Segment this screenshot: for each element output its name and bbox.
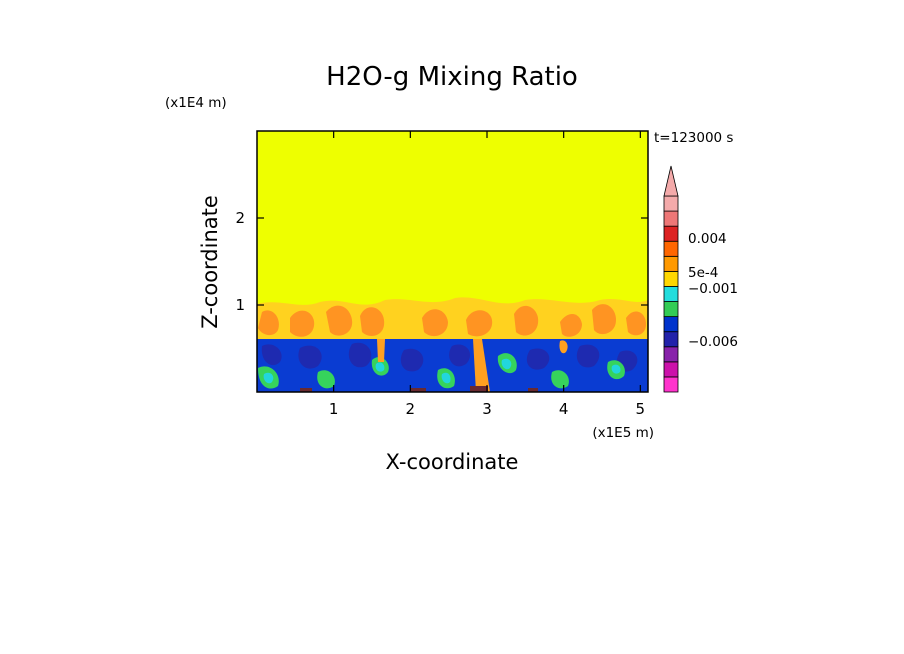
y-tick-label: 1 bbox=[235, 296, 245, 314]
chart-title: H2O-g Mixing Ratio bbox=[326, 62, 578, 92]
colorbar-swatch bbox=[663, 255, 679, 272]
colorbar-swatch bbox=[663, 240, 679, 257]
colorbar-swatch bbox=[663, 195, 679, 212]
colorbar-swatch bbox=[663, 331, 679, 348]
colorbar-swatch bbox=[663, 210, 679, 227]
colorbar-swatch bbox=[663, 225, 679, 242]
x-scale-label: (x1E5 m) bbox=[592, 425, 654, 441]
colorbar-swatch bbox=[663, 301, 679, 318]
x-tick-label: 3 bbox=[482, 400, 492, 418]
colorbar-swatch bbox=[663, 316, 679, 333]
colorbar-label: −0.006 bbox=[688, 334, 738, 350]
colorbar-swatch bbox=[663, 286, 679, 302]
x-tick-label: 4 bbox=[559, 400, 569, 418]
plot-frame bbox=[256, 130, 649, 393]
x-tick-label: 1 bbox=[329, 400, 339, 418]
y-axis: 12 bbox=[235, 209, 648, 314]
colorbar-swatch bbox=[663, 376, 679, 393]
transition-region bbox=[257, 297, 648, 341]
x-axis: 1 2 3 4 5 bbox=[329, 131, 645, 418]
lower-turbulence bbox=[258, 339, 638, 392]
x-tick-label: 5 bbox=[636, 400, 646, 418]
colorbar-label: 5e-4 bbox=[688, 265, 718, 281]
colorbar-label: −0.001 bbox=[688, 281, 738, 297]
transition-plumes bbox=[258, 304, 646, 337]
y-tick-label: 2 bbox=[235, 209, 245, 227]
x-axis-label: X-coordinate bbox=[386, 450, 519, 474]
y-scale-label: (x1E4 m) bbox=[165, 95, 227, 111]
time-label: t=123000 s bbox=[654, 130, 733, 146]
y-axis-label: Z-coordinate bbox=[198, 195, 222, 329]
heatmap-field bbox=[257, 131, 648, 392]
x-tick-label: 2 bbox=[406, 400, 416, 418]
colorbar-label: 0.004 bbox=[688, 231, 727, 247]
colorbar: 0.004 5e-4−0.001 −0.006 bbox=[663, 165, 738, 393]
colorbar-swatch bbox=[663, 270, 679, 287]
colorbar-swatch bbox=[663, 346, 679, 363]
colorbar-swatch bbox=[663, 361, 679, 378]
colorbar-extend-arrow bbox=[663, 165, 679, 197]
